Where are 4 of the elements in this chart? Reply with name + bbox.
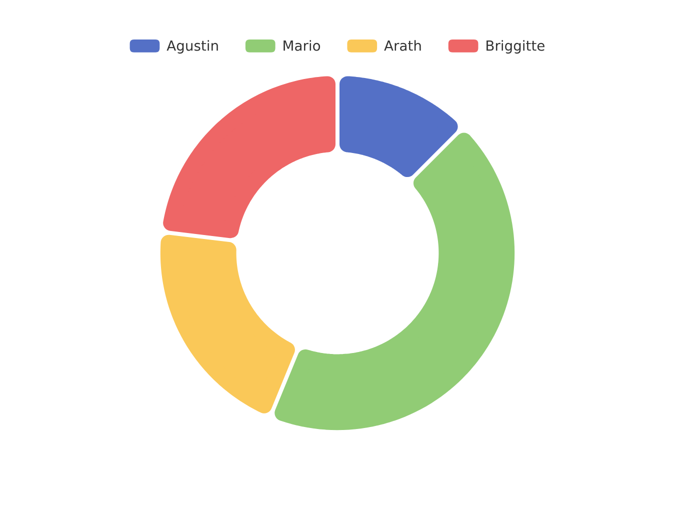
legend-label: Agustin bbox=[166, 40, 218, 54]
legend-label: Mario bbox=[284, 40, 320, 51]
legend-label: Briggitte bbox=[486, 40, 544, 54]
legend-label: Arath bbox=[384, 40, 421, 51]
